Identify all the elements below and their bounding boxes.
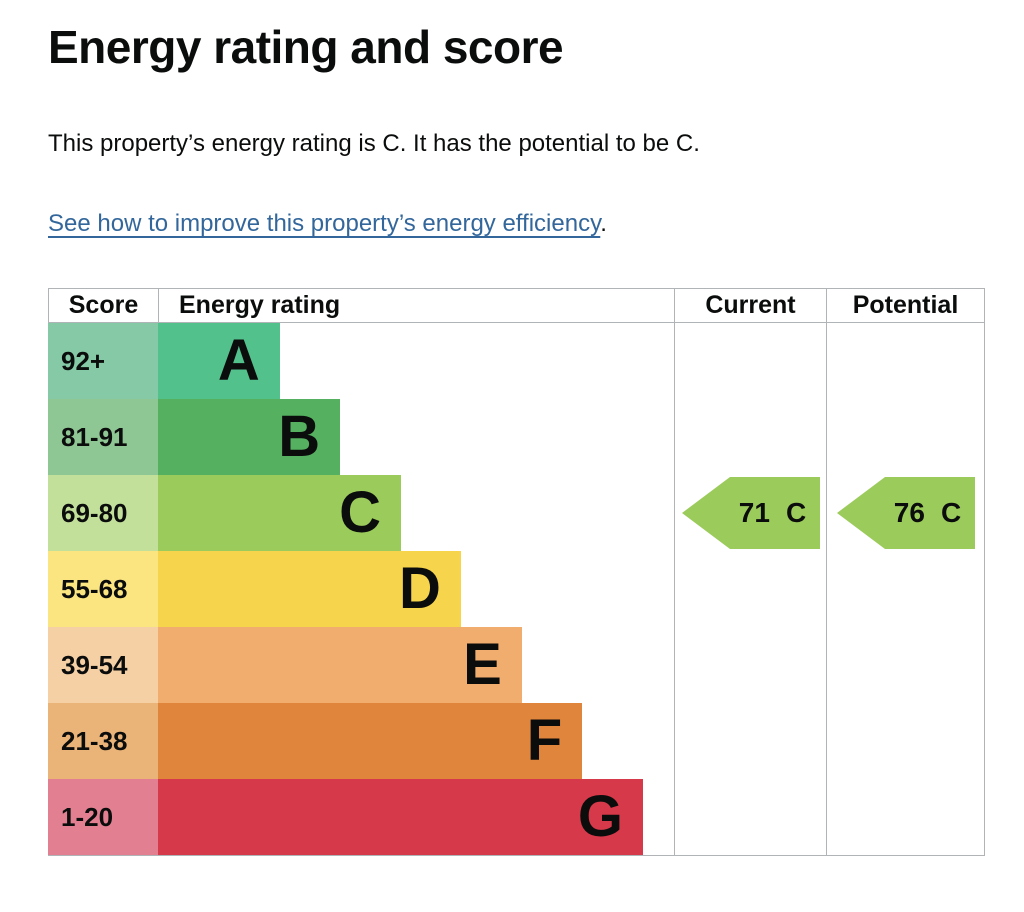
left-arrow-shape	[836, 477, 975, 550]
score-range-e: 39-54	[48, 627, 158, 704]
bar-cell-e: E	[158, 627, 674, 704]
potential-score-value: 76	[893, 497, 925, 529]
epc-page: Energy rating and score This property’s …	[48, 21, 985, 857]
band-letter-f: F	[526, 708, 563, 774]
col-header-energy-rating: Energy rating	[158, 289, 674, 323]
left-arrow-shape	[681, 477, 820, 550]
col-header-score: Score	[48, 289, 158, 323]
potential-rating-arrow: 76 C	[836, 477, 975, 550]
bar-cell-a: A	[158, 323, 674, 400]
improve-efficiency-link[interactable]: See how to improve this property’s energ…	[48, 209, 601, 237]
bar-cell-d: D	[158, 551, 674, 628]
bar-cell-g: G	[158, 779, 674, 856]
col-header-potential: Potential	[826, 289, 985, 323]
band-row-e: 39-54 E	[48, 627, 674, 704]
potential-arrow-label: 76 C	[837, 477, 975, 549]
band-letter-a: A	[217, 328, 260, 394]
potential-grade: C	[940, 497, 962, 529]
band-letter-d: D	[399, 556, 441, 622]
rating-bar-a: A	[158, 323, 280, 400]
band-row-a: 92+ A	[48, 323, 674, 400]
col-header-current: Current	[674, 289, 826, 323]
band-letter-b: B	[278, 404, 321, 470]
band-row-c: 69-80 C	[48, 475, 674, 552]
rating-summary: This property’s energy rating is C. It h…	[48, 130, 700, 158]
score-range-g: 1-20	[48, 779, 158, 856]
improve-link-line: See how to improve this property’s energ…	[48, 207, 985, 241]
bar-cell-c: C	[158, 475, 674, 552]
current-column: 71 C	[674, 323, 826, 857]
current-score-value: 71	[738, 497, 770, 529]
rating-bar-f: F	[158, 703, 583, 780]
potential-column: 76 C	[826, 323, 985, 857]
band-letter-g: G	[577, 784, 624, 850]
current-arrow-label: 71 C	[682, 477, 820, 549]
band-row-f: 21-38 F	[48, 703, 674, 780]
band-row-g: 1-20 G	[48, 779, 674, 856]
current-rating-arrow: 71 C	[681, 477, 820, 550]
rating-bar-g: G	[158, 779, 644, 856]
score-range-c: 69-80	[48, 475, 158, 552]
table-body: 92+ A 81-91 B 69-80 C 55-68 D 39-54 E 21-38 F 1-20 G …	[48, 323, 985, 857]
band-row-b: 81-91 B	[48, 399, 674, 476]
rating-bar-b: B	[158, 399, 341, 476]
page-title: Energy rating and score	[48, 21, 564, 73]
link-suffix: .	[600, 209, 607, 237]
band-letter-e: E	[463, 632, 502, 698]
table-header-row: Score Energy rating Current Potential	[48, 288, 985, 324]
energy-rating-chart: Score Energy rating Current Potential 92…	[48, 288, 985, 857]
bar-cell-f: F	[158, 703, 674, 780]
rating-bar-c: C	[158, 475, 402, 552]
score-range-f: 21-38	[48, 703, 158, 780]
rating-bar-d: D	[158, 551, 461, 628]
score-range-b: 81-91	[48, 399, 158, 476]
bar-cell-b: B	[158, 399, 674, 476]
score-range-d: 55-68	[48, 551, 158, 628]
rating-bar-e: E	[158, 627, 522, 704]
band-row-d: 55-68 D	[48, 551, 674, 628]
rating-bands-area: 92+ A 81-91 B 69-80 C 55-68 D 39-54 E 21-38 F 1-20 G	[48, 323, 674, 857]
band-letter-c: C	[339, 480, 382, 546]
current-grade: C	[785, 497, 807, 529]
score-range-a: 92+	[48, 323, 158, 400]
